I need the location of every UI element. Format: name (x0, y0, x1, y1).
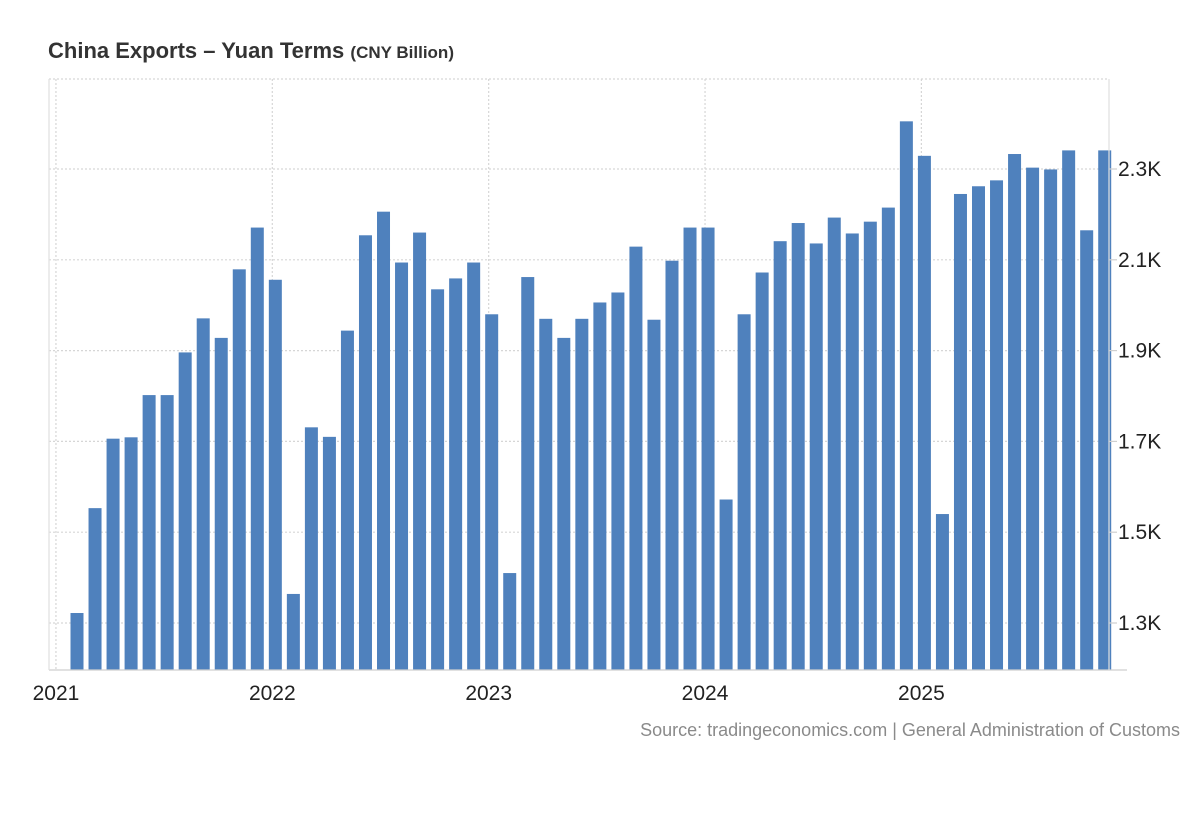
bar (701, 227, 715, 671)
y-tick-label: 1.3K (1118, 612, 1161, 635)
bar (340, 330, 354, 670)
bar (593, 302, 607, 670)
bar (322, 436, 336, 670)
bar (1098, 150, 1112, 671)
x-tick-label: 2021 (33, 682, 80, 705)
bar (521, 277, 535, 670)
bar (773, 241, 787, 670)
y-tick-label: 1.9K (1118, 340, 1161, 363)
bar (827, 217, 841, 670)
y-tick-label: 1.7K (1118, 430, 1161, 453)
y-tick-label: 1.5K (1118, 521, 1161, 544)
bar (881, 207, 895, 670)
bar (395, 262, 409, 670)
bar (358, 235, 372, 670)
bar (647, 319, 661, 670)
bar (449, 278, 463, 670)
bar (232, 269, 246, 670)
bar (990, 180, 1004, 670)
bar (377, 211, 391, 670)
bar (1044, 169, 1058, 671)
bar (1062, 150, 1076, 671)
bar (214, 337, 228, 670)
bar (737, 314, 751, 670)
bar (683, 227, 697, 671)
bar (286, 593, 300, 670)
bar (1026, 167, 1040, 670)
bar (1080, 230, 1094, 671)
y-tick-label: 2.1K (1118, 249, 1161, 272)
y-axis-labels: 1.3K 1.5K 1.7K 1.9K 2.1K 2.3K (1118, 158, 1161, 635)
bar (142, 395, 156, 670)
x-tick-label: 2022 (249, 682, 296, 705)
bar (485, 314, 499, 670)
x-tick-label: 2025 (898, 682, 945, 705)
x-tick-label: 2023 (465, 682, 512, 705)
source-note: Source: tradingeconomics.com | General A… (640, 720, 1180, 740)
bar (539, 318, 553, 670)
bar (755, 272, 769, 670)
bar (557, 337, 571, 670)
bar (160, 395, 174, 670)
bar (178, 352, 192, 670)
bar (431, 289, 445, 670)
chart-unit: (CNY Billion) (350, 43, 454, 62)
chart-title: China Exports – Yuan Terms (CNY Billion) (48, 38, 454, 64)
bar (863, 221, 877, 670)
bar (972, 186, 985, 670)
bar (124, 437, 138, 670)
bar (629, 246, 643, 670)
x-tick-label: 2024 (682, 682, 729, 705)
bar (88, 508, 102, 670)
bar (665, 260, 679, 670)
bar (809, 243, 823, 670)
bar (70, 613, 84, 670)
bar (917, 155, 931, 671)
bar (250, 227, 264, 671)
axes (48, 79, 1127, 671)
bar (791, 223, 805, 670)
x-axis-labels: 2021 2022 2023 2024 2025 (33, 682, 945, 705)
bar (719, 499, 733, 670)
y-tick-label: 2.3K (1118, 158, 1161, 181)
bar (503, 573, 517, 670)
bar (575, 318, 589, 670)
bar (106, 438, 120, 670)
bar (268, 279, 282, 670)
bar (1008, 154, 1022, 670)
bar (611, 292, 625, 670)
bar-series (70, 121, 1112, 671)
bar (196, 318, 210, 670)
bar (413, 232, 427, 670)
chart-title-text: China Exports – Yuan Terms (48, 38, 345, 63)
bar (304, 427, 318, 670)
bar (845, 233, 859, 670)
bar (899, 121, 913, 670)
bar (935, 514, 949, 670)
bar (953, 193, 967, 670)
bar (467, 262, 481, 670)
